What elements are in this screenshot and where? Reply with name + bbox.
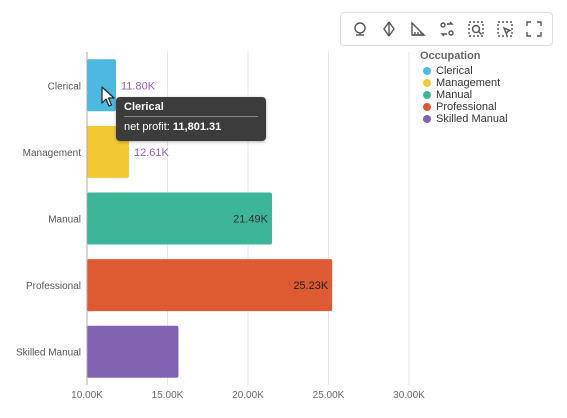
ruler-icon[interactable] (406, 17, 430, 41)
chart-toolbar (340, 12, 553, 46)
category-label: Skilled Manual (16, 348, 81, 359)
legend-swatch (423, 79, 431, 87)
legend-swatch (423, 103, 431, 111)
bar[interactable] (87, 325, 179, 378)
tooltip-row: net profit: 11,801.31 (124, 121, 258, 133)
tooltip-label: net profit: (124, 121, 170, 133)
legend-swatch (423, 67, 431, 75)
x-tick-label: 15.00K (152, 390, 184, 401)
data-label: 15.68K (183, 347, 219, 359)
x-tick-label: 30.00K (393, 390, 425, 401)
mouse-cursor-icon (101, 86, 115, 107)
data-label: 21.49K (233, 214, 269, 226)
zoom-select-icon[interactable] (464, 17, 488, 41)
x-tick-label: 25.00K (313, 390, 345, 401)
bar[interactable] (87, 259, 333, 312)
legend-item-manual[interactable]: Manual (420, 89, 508, 101)
category-label: Clerical (48, 81, 81, 92)
legend-swatch (423, 115, 431, 123)
tooltip-title: Clerical (124, 101, 258, 117)
tooltip: Clerical net profit: 11,801.31 (116, 97, 266, 141)
legend-title: Occupation (420, 50, 481, 62)
legend-item-management[interactable]: Management (420, 77, 508, 89)
legend-label: Management (436, 77, 501, 89)
legend-label: Professional (436, 101, 497, 113)
legend-label: Skilled Manual (436, 113, 508, 125)
category-label: Management (23, 148, 82, 159)
3d-icon[interactable] (377, 17, 401, 41)
legend-item-professional[interactable]: Professional (420, 101, 508, 113)
category-label: Manual (48, 215, 81, 226)
swap-icon[interactable] (435, 17, 459, 41)
data-label: 25.23K (293, 280, 329, 292)
lasso-icon[interactable] (348, 17, 372, 41)
legend-item-clerical[interactable]: Clerical (420, 65, 508, 77)
legend-item-skilled-manual[interactable]: Skilled Manual (420, 113, 508, 125)
legend-label: Manual (436, 89, 473, 101)
x-tick-label: 20.00K (232, 390, 264, 401)
legend-label: Clerical (436, 65, 473, 77)
category-label: Professional (26, 281, 81, 292)
data-label: 11.80K (121, 80, 156, 92)
tooltip-value: 11,801.31 (172, 121, 222, 133)
data-label: 12.61K (134, 147, 170, 159)
fullscreen-icon[interactable] (522, 17, 546, 41)
legend-swatch (423, 91, 431, 99)
x-tick-label: 10.00K (71, 390, 103, 401)
legend: Occupation Clerical Management Manual Pr… (420, 50, 508, 125)
select-pointer-icon[interactable] (493, 17, 517, 41)
bar[interactable] (87, 192, 272, 245)
